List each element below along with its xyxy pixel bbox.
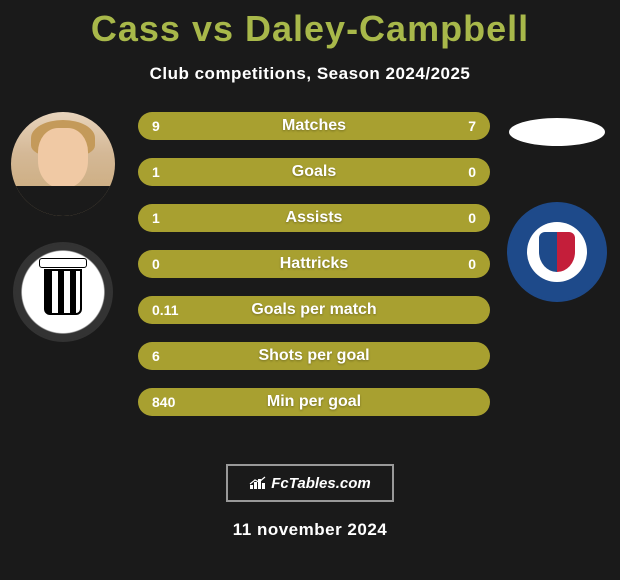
club-right-badge bbox=[507, 202, 607, 302]
club-left-badge bbox=[13, 242, 113, 342]
stat-right-value: 0 bbox=[468, 256, 476, 272]
stat-row-matches: 9 Matches 7 bbox=[138, 112, 490, 140]
stat-right-value: 0 bbox=[468, 210, 476, 226]
club-right-shield bbox=[539, 232, 575, 272]
comparison-panel: 9 Matches 7 1 Goals 0 1 Assists 0 0 Hatt… bbox=[0, 112, 620, 452]
stat-row-min-per-goal: 840 Min per goal bbox=[138, 388, 490, 416]
stat-label: Hattricks bbox=[138, 255, 490, 273]
stat-left-value: 6 bbox=[152, 348, 160, 364]
brand-text: FcTables.com bbox=[271, 475, 370, 492]
stat-row-assists: 1 Assists 0 bbox=[138, 204, 490, 232]
stat-left-value: 1 bbox=[152, 164, 160, 180]
player-right-avatar bbox=[509, 118, 605, 146]
stat-label: Matches bbox=[138, 117, 490, 135]
player-left-column bbox=[8, 112, 118, 342]
page-title: Cass vs Daley-Campbell bbox=[0, 0, 620, 50]
player-left-avatar bbox=[11, 112, 115, 216]
footer-date: 11 november 2024 bbox=[0, 520, 620, 540]
stat-label: Assists bbox=[138, 209, 490, 227]
brand-logo[interactable]: FcTables.com bbox=[226, 464, 394, 502]
stat-left-value: 840 bbox=[152, 394, 175, 410]
avatar-face bbox=[38, 128, 88, 188]
stat-row-shots-per-goal: 6 Shots per goal bbox=[138, 342, 490, 370]
club-left-scroll bbox=[39, 258, 87, 268]
chart-icon bbox=[249, 476, 267, 490]
avatar-shirt bbox=[11, 186, 115, 216]
player-right-column bbox=[502, 112, 612, 302]
stat-right-value: 0 bbox=[468, 164, 476, 180]
club-left-stripes bbox=[44, 269, 82, 315]
stat-row-goals-per-match: 0.11 Goals per match bbox=[138, 296, 490, 324]
stat-left-value: 0.11 bbox=[152, 302, 178, 318]
stat-label: Goals per match bbox=[138, 301, 490, 319]
stat-row-goals: 1 Goals 0 bbox=[138, 158, 490, 186]
stat-label: Shots per goal bbox=[138, 347, 490, 365]
stat-row-hattricks: 0 Hattricks 0 bbox=[138, 250, 490, 278]
stats-list: 9 Matches 7 1 Goals 0 1 Assists 0 0 Hatt… bbox=[138, 112, 490, 434]
stat-left-value: 0 bbox=[152, 256, 160, 272]
stat-label: Min per goal bbox=[138, 393, 490, 411]
stat-right-value: 7 bbox=[468, 118, 476, 134]
subtitle: Club competitions, Season 2024/2025 bbox=[0, 64, 620, 84]
stat-label: Goals bbox=[138, 163, 490, 181]
stat-left-value: 1 bbox=[152, 210, 160, 226]
stat-left-value: 9 bbox=[152, 118, 160, 134]
